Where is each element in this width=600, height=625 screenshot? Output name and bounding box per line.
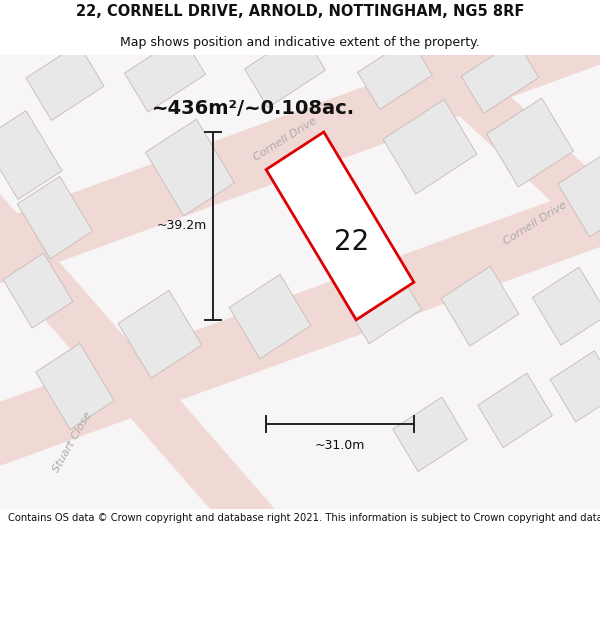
Polygon shape	[266, 132, 414, 320]
Text: ~31.0m: ~31.0m	[315, 439, 365, 451]
Polygon shape	[558, 156, 600, 237]
Polygon shape	[229, 274, 311, 359]
Polygon shape	[441, 266, 519, 346]
Polygon shape	[0, 180, 288, 558]
Text: Cornell Drive: Cornell Drive	[502, 199, 568, 246]
Text: 22: 22	[334, 228, 370, 256]
Polygon shape	[550, 351, 600, 422]
Polygon shape	[338, 258, 422, 344]
Polygon shape	[0, 168, 600, 481]
Polygon shape	[392, 397, 467, 472]
Polygon shape	[118, 291, 202, 378]
Polygon shape	[383, 99, 477, 194]
Polygon shape	[0, 111, 62, 199]
Text: Stuart Close: Stuart Close	[50, 409, 94, 474]
Text: Map shows position and indicative extent of the property.: Map shows position and indicative extent…	[120, 36, 480, 49]
Polygon shape	[245, 31, 325, 107]
Polygon shape	[0, 0, 600, 298]
Polygon shape	[125, 36, 205, 112]
Polygon shape	[487, 98, 574, 187]
Polygon shape	[478, 373, 553, 448]
Polygon shape	[36, 343, 114, 429]
Polygon shape	[461, 41, 539, 113]
Text: Cornell Drive: Cornell Drive	[251, 116, 319, 163]
Text: ~39.2m: ~39.2m	[157, 219, 207, 232]
Text: Contains OS data © Crown copyright and database right 2021. This information is : Contains OS data © Crown copyright and d…	[8, 513, 600, 523]
Polygon shape	[532, 267, 600, 345]
Polygon shape	[26, 44, 104, 121]
Polygon shape	[145, 119, 235, 216]
Polygon shape	[17, 176, 92, 259]
Polygon shape	[358, 38, 433, 109]
Polygon shape	[3, 253, 73, 328]
Text: ~436m²/~0.108ac.: ~436m²/~0.108ac.	[151, 99, 355, 118]
Polygon shape	[364, 0, 600, 278]
Text: 22, CORNELL DRIVE, ARNOLD, NOTTINGHAM, NG5 8RF: 22, CORNELL DRIVE, ARNOLD, NOTTINGHAM, N…	[76, 4, 524, 19]
